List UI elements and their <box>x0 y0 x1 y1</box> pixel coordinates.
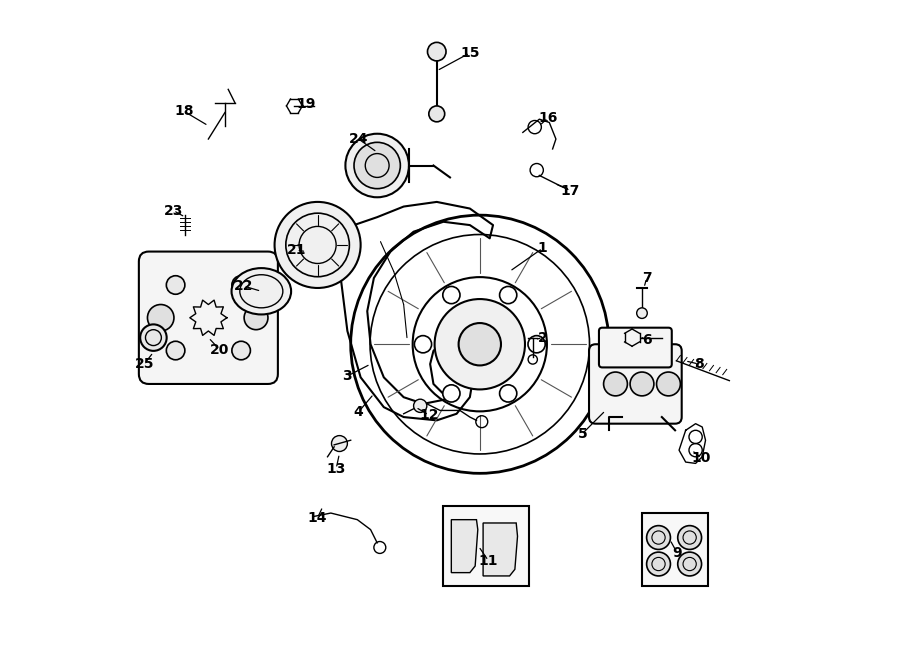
Text: 22: 22 <box>234 279 253 293</box>
Circle shape <box>459 323 501 365</box>
Text: 14: 14 <box>308 510 328 525</box>
Text: 10: 10 <box>692 451 711 465</box>
Text: 18: 18 <box>174 104 194 118</box>
FancyBboxPatch shape <box>139 252 278 384</box>
Text: 17: 17 <box>561 183 581 198</box>
Text: 11: 11 <box>479 553 498 568</box>
Text: 3: 3 <box>343 369 352 383</box>
Circle shape <box>435 299 525 389</box>
Text: 21: 21 <box>287 243 306 258</box>
Text: 23: 23 <box>164 203 183 218</box>
Text: 9: 9 <box>672 545 682 560</box>
Text: 13: 13 <box>327 461 346 476</box>
Bar <box>642 513 708 586</box>
Text: 19: 19 <box>296 97 315 111</box>
Bar <box>444 506 529 586</box>
Circle shape <box>274 202 361 288</box>
Text: 20: 20 <box>210 342 230 357</box>
FancyBboxPatch shape <box>589 344 681 424</box>
Circle shape <box>166 276 184 295</box>
Text: 8: 8 <box>694 357 704 371</box>
Circle shape <box>346 134 409 197</box>
Text: 2: 2 <box>538 330 547 345</box>
Text: 6: 6 <box>642 332 652 347</box>
Circle shape <box>656 372 680 396</box>
Circle shape <box>244 306 268 330</box>
Ellipse shape <box>231 268 291 314</box>
Text: 16: 16 <box>538 111 558 125</box>
Circle shape <box>414 399 427 412</box>
Text: 5: 5 <box>578 426 588 441</box>
Circle shape <box>354 142 400 189</box>
Circle shape <box>528 336 545 353</box>
Circle shape <box>428 42 446 61</box>
Circle shape <box>331 436 347 451</box>
Text: 7: 7 <box>642 271 652 285</box>
Text: 1: 1 <box>538 241 547 256</box>
Text: 25: 25 <box>134 357 154 371</box>
FancyBboxPatch shape <box>598 328 671 367</box>
Polygon shape <box>483 523 518 576</box>
Circle shape <box>443 287 460 304</box>
Text: 15: 15 <box>460 46 480 60</box>
FancyBboxPatch shape <box>669 354 680 367</box>
Circle shape <box>140 324 166 351</box>
Circle shape <box>678 552 702 576</box>
Circle shape <box>428 106 445 122</box>
Circle shape <box>646 552 670 576</box>
Circle shape <box>232 276 250 295</box>
Circle shape <box>630 372 654 396</box>
Circle shape <box>148 305 174 331</box>
Circle shape <box>636 308 647 318</box>
Circle shape <box>443 385 460 402</box>
Circle shape <box>232 341 250 359</box>
Text: 4: 4 <box>354 404 364 419</box>
Circle shape <box>166 341 184 359</box>
Polygon shape <box>451 520 478 573</box>
Text: 24: 24 <box>349 132 368 146</box>
Circle shape <box>500 385 517 402</box>
Circle shape <box>604 372 627 396</box>
Text: 12: 12 <box>419 408 438 422</box>
Circle shape <box>678 526 702 549</box>
Circle shape <box>646 526 670 549</box>
Circle shape <box>500 287 517 304</box>
Circle shape <box>414 336 432 353</box>
